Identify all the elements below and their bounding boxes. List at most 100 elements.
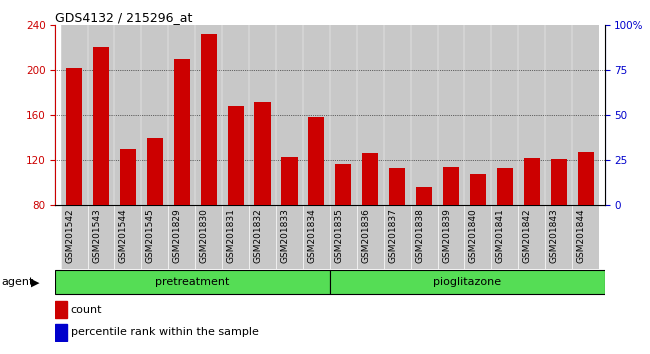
Point	[392, 116, 402, 121]
Point	[203, 69, 214, 75]
Bar	[168, 205, 195, 269]
Text: GSM201837: GSM201837	[388, 209, 397, 263]
Bar	[308, 117, 324, 296]
Text: GSM201839: GSM201839	[442, 209, 451, 263]
Text: GSM201836: GSM201836	[361, 209, 370, 263]
Text: GSM201830: GSM201830	[200, 209, 209, 263]
Bar	[195, 25, 222, 205]
Bar	[491, 205, 518, 269]
Bar	[518, 25, 545, 205]
Text: GSM201544: GSM201544	[119, 209, 128, 263]
Bar	[142, 205, 168, 269]
Text: pretreatment: pretreatment	[155, 277, 229, 287]
Text: GSM201833: GSM201833	[281, 209, 289, 263]
Bar	[249, 205, 276, 269]
Point	[500, 109, 510, 114]
Bar	[227, 106, 244, 296]
Text: GSM201841: GSM201841	[496, 209, 505, 263]
Bar	[551, 159, 567, 296]
Bar	[411, 25, 437, 205]
Text: GSM201543: GSM201543	[92, 209, 101, 263]
Bar	[437, 205, 465, 269]
Bar	[443, 167, 459, 296]
Text: ▶: ▶	[31, 277, 40, 287]
Point	[446, 118, 456, 123]
Text: GSM201840: GSM201840	[469, 209, 478, 263]
Point	[473, 116, 483, 121]
Bar	[518, 205, 545, 269]
Bar	[303, 205, 330, 269]
Bar	[60, 25, 88, 205]
Bar	[384, 25, 411, 205]
Point	[96, 67, 106, 73]
Text: count: count	[71, 305, 102, 315]
Text: GDS4132 / 215296_at: GDS4132 / 215296_at	[55, 11, 192, 24]
Bar	[416, 187, 432, 296]
Bar	[335, 164, 352, 296]
Bar	[255, 102, 270, 296]
Bar	[411, 205, 437, 269]
Bar	[437, 25, 465, 205]
Bar	[201, 34, 217, 296]
Text: GSM201542: GSM201542	[65, 209, 74, 263]
Point	[231, 91, 241, 96]
Bar	[55, 301, 67, 318]
Bar	[330, 205, 357, 269]
Text: GSM201844: GSM201844	[577, 209, 586, 263]
Point	[284, 110, 294, 116]
Bar	[174, 59, 190, 296]
Bar	[147, 138, 163, 296]
Bar	[195, 205, 222, 269]
Bar	[55, 270, 330, 294]
Bar	[114, 25, 142, 205]
Point	[580, 110, 591, 116]
Bar	[222, 25, 249, 205]
Text: GSM201835: GSM201835	[334, 209, 343, 263]
Bar	[222, 205, 249, 269]
Bar	[357, 25, 384, 205]
Bar	[330, 270, 604, 294]
Bar	[389, 168, 405, 296]
Point	[419, 129, 429, 134]
Point	[365, 112, 376, 118]
Bar	[276, 205, 303, 269]
Bar	[572, 205, 599, 269]
Bar	[281, 157, 298, 296]
Bar	[357, 205, 384, 269]
Point	[177, 71, 187, 76]
Text: GSM201834: GSM201834	[307, 209, 317, 263]
Bar	[303, 25, 330, 205]
Text: GSM201838: GSM201838	[415, 209, 424, 263]
Bar	[465, 205, 491, 269]
Point	[69, 73, 79, 78]
Text: GSM201842: GSM201842	[523, 209, 532, 263]
Bar	[142, 25, 168, 205]
Point	[554, 114, 564, 120]
Bar	[60, 205, 88, 269]
Bar	[524, 158, 540, 296]
Text: GSM201831: GSM201831	[227, 209, 236, 263]
Bar	[362, 153, 378, 296]
Bar	[88, 205, 114, 269]
Text: percentile rank within the sample: percentile rank within the sample	[71, 327, 259, 337]
Bar	[470, 174, 486, 296]
Text: GSM201545: GSM201545	[146, 209, 155, 263]
Bar	[114, 205, 142, 269]
Bar	[120, 149, 136, 296]
Bar	[249, 25, 276, 205]
Bar	[545, 205, 572, 269]
Bar	[578, 152, 593, 296]
Bar	[491, 25, 518, 205]
Bar	[497, 168, 513, 296]
Point	[311, 109, 322, 114]
Point	[150, 112, 160, 118]
Bar	[545, 25, 572, 205]
Text: GSM201843: GSM201843	[550, 209, 559, 263]
Bar	[55, 324, 67, 341]
Text: GSM201829: GSM201829	[173, 209, 182, 263]
Bar	[66, 68, 82, 296]
Bar	[88, 25, 114, 205]
Text: pioglitazone: pioglitazone	[433, 277, 501, 287]
Bar	[572, 25, 599, 205]
Point	[123, 112, 133, 118]
